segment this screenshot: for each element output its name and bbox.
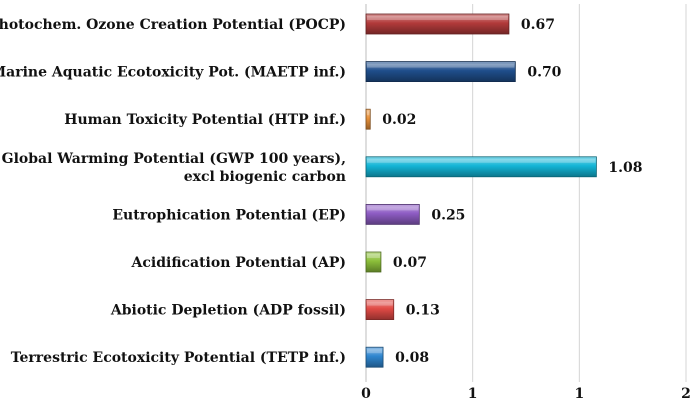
data-label: 0.67 [521,17,555,33]
x-tick-label: 0 [361,386,371,402]
bar-sheen [367,206,419,211]
category-label: Terrestric Ecotoxicity Potential (TETP i… [11,350,346,366]
category-label: Marine Aquatic Ecotoxicity Pot. (MAETP i… [0,65,346,81]
bar [365,13,510,35]
category-label: Global Warming Potential (GWP 100 years)… [2,151,346,185]
data-label: 0.08 [395,350,429,366]
data-label: 0.70 [527,65,561,81]
x-tick-label: 1 [574,386,584,402]
bar [365,156,597,178]
x-tick-label: 2 [681,386,691,402]
category-label: Human Toxicity Potential (HTP inf.) [64,112,346,128]
category-label: Eutrophication Potential (EP) [112,207,346,223]
bar-sheen [367,63,515,68]
x-tick-label: 1 [468,386,478,402]
bar-layer [365,13,597,368]
bar-sheen [367,16,508,20]
data-label: 0.13 [406,303,440,319]
bar [365,299,395,321]
bar [365,251,382,273]
data-label: 0.07 [393,255,427,271]
bar [365,346,384,368]
category-label: Photochem. Ozone Creation Potential (POC… [0,17,346,33]
bar [365,61,516,82]
bar [365,108,371,130]
data-label: 0.02 [382,112,416,128]
data-label: 0.25 [431,207,465,223]
bar-sheen [367,111,370,116]
data-label: 1.08 [608,160,642,176]
category-label: Abiotic Depletion (ADP fossil) [110,303,346,319]
label-layer: 0.67 Photochem. Ozone Creation Potential … [0,17,643,366]
bar-sheen [367,301,393,306]
bar-sheen [367,349,383,354]
bar-sheen [367,158,596,163]
tick-layer: 0 1 1 2 [361,386,691,402]
bar [365,203,420,225]
bar-sheen [367,254,380,258]
grid-layer [365,4,687,382]
category-label: Acidification Potential (AP) [131,255,347,271]
